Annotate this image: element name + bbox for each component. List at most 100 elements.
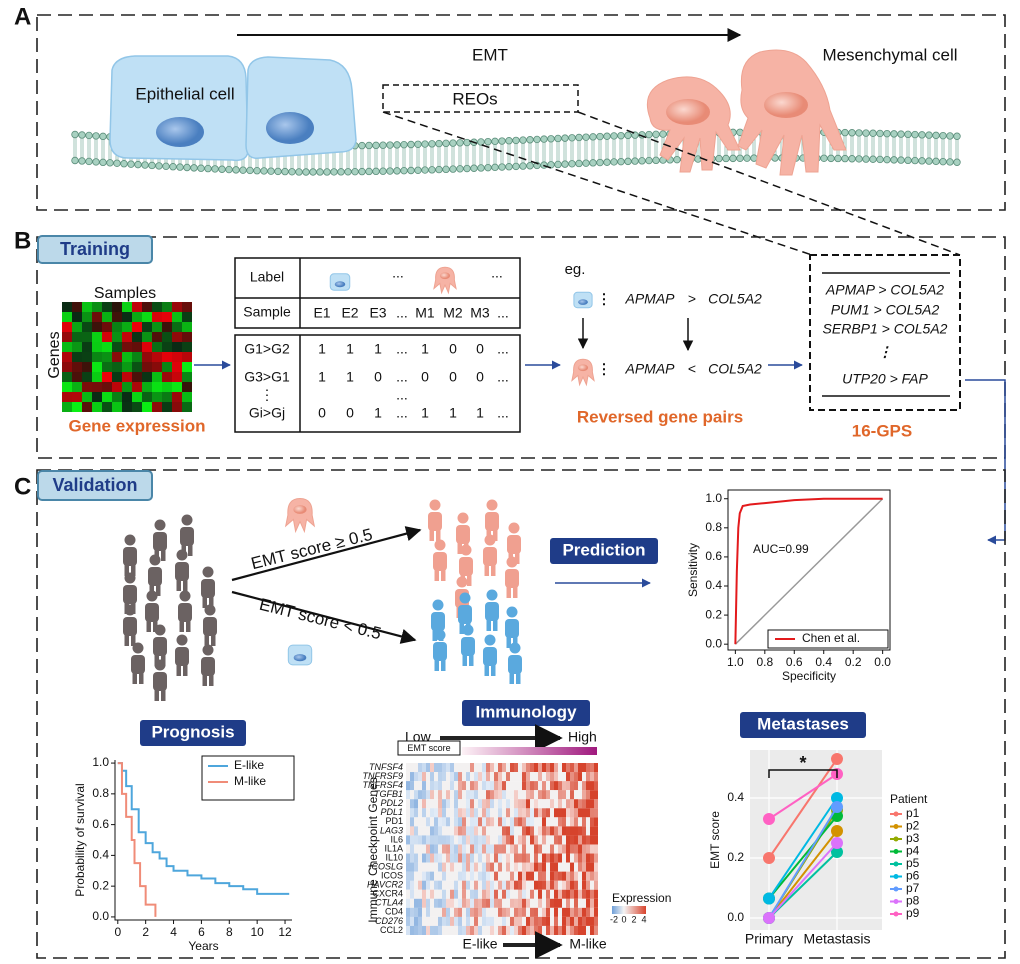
heat-cell <box>510 898 514 908</box>
heat-cell <box>474 925 478 935</box>
lipid-head <box>911 156 919 165</box>
heat-cell <box>542 781 546 791</box>
heat-cell <box>466 916 470 926</box>
relation: < <box>688 361 696 377</box>
heat-cell <box>502 862 506 872</box>
pairs-caption: Reversed gene pairs <box>577 407 743 426</box>
heat-cell <box>450 889 454 899</box>
person-head <box>508 522 520 534</box>
heat-cell <box>498 763 502 773</box>
heat-cell <box>514 826 518 836</box>
reo-value: 1 <box>476 405 484 421</box>
heat-cell <box>522 862 526 872</box>
y-axis-label: Probability of survival <box>73 783 87 896</box>
person-head <box>486 499 498 511</box>
heat-cell <box>462 916 466 926</box>
heat-cell <box>446 817 450 827</box>
heat-cell <box>112 312 122 322</box>
heat-cell <box>534 844 538 854</box>
heat-cell <box>594 835 598 845</box>
heat-cell <box>490 889 494 899</box>
heat-cell <box>562 835 566 845</box>
legend-dot <box>893 836 899 842</box>
heat-cell <box>458 880 462 890</box>
legend-tick: 4 <box>641 914 646 924</box>
charts: 0.00.20.40.60.81.01.0 0.8 0.6 0.4 0.2 0.0Spec… <box>73 489 928 953</box>
lipid-head <box>855 129 863 137</box>
heat-cell <box>566 781 570 791</box>
heat-cell <box>486 763 490 773</box>
heat-cell <box>554 889 558 899</box>
heat-cell <box>410 799 414 809</box>
lipid-head <box>211 165 219 173</box>
heat-cell <box>490 907 494 917</box>
heat-cell <box>510 907 514 917</box>
person-leg <box>154 687 159 701</box>
heat-cell <box>470 907 474 917</box>
lipid-head <box>274 167 282 176</box>
heat-cell <box>546 817 550 827</box>
heat-cell <box>438 817 442 827</box>
heat-cell <box>162 402 172 412</box>
lipid-head <box>876 155 884 164</box>
reos-box <box>382 84 579 113</box>
x-tick-label: 10 <box>250 925 264 939</box>
heat-cell <box>574 907 578 917</box>
lipid-head <box>547 161 555 169</box>
heat-cell <box>494 826 498 836</box>
legend-dot <box>893 886 899 892</box>
heat-cell <box>422 880 426 890</box>
person-leg <box>204 632 209 646</box>
heat-cell <box>442 853 446 863</box>
heat-cell <box>498 853 502 863</box>
heat-cell <box>470 826 474 836</box>
heat-cell <box>466 781 470 791</box>
lipid-head <box>890 130 898 138</box>
heat-cell <box>566 907 570 917</box>
heat-cell <box>466 889 470 899</box>
heat-cell <box>586 862 590 872</box>
sample-id: M1 <box>415 305 435 321</box>
person-leg <box>183 662 188 676</box>
heat-cell <box>422 808 426 818</box>
lipid-head <box>428 140 436 148</box>
heat-cell <box>590 826 594 836</box>
heat-cell <box>590 925 594 935</box>
heat-cell <box>526 916 530 926</box>
x-tick-label: 0.2 <box>845 655 862 669</box>
heat-cell <box>162 302 172 312</box>
heat-cell <box>422 862 426 872</box>
heat-cell <box>494 889 498 899</box>
heat-cell <box>466 817 470 827</box>
heat-cell <box>474 763 478 773</box>
heat-cell <box>162 392 172 402</box>
heat-cell <box>526 826 530 836</box>
lipid-head <box>547 135 555 143</box>
person-leg <box>161 652 166 666</box>
heat-cell <box>582 916 586 926</box>
person-head <box>459 592 471 604</box>
heat-cell <box>510 808 514 818</box>
heat-cell <box>430 826 434 836</box>
y-tick-label: 1.0 <box>705 491 722 505</box>
heat-cell <box>182 392 192 402</box>
heat-cell <box>514 808 518 818</box>
heat-cell <box>594 817 598 827</box>
heat-cell <box>458 871 462 881</box>
heat-cell <box>514 880 518 890</box>
heat-cell <box>518 808 522 818</box>
heat-cell <box>530 925 534 935</box>
heat-cell <box>578 907 582 917</box>
lipid-head <box>729 154 737 163</box>
heat-cell <box>454 916 458 926</box>
x-tick-label: 6 <box>198 925 205 939</box>
heat-cell <box>570 799 574 809</box>
point <box>831 825 843 837</box>
heat-cell <box>454 862 458 872</box>
heat-cell <box>454 772 458 782</box>
person-head <box>484 534 496 546</box>
lipid-head <box>575 159 583 168</box>
immunology-tag <box>462 700 590 726</box>
heat-cell <box>562 826 566 836</box>
